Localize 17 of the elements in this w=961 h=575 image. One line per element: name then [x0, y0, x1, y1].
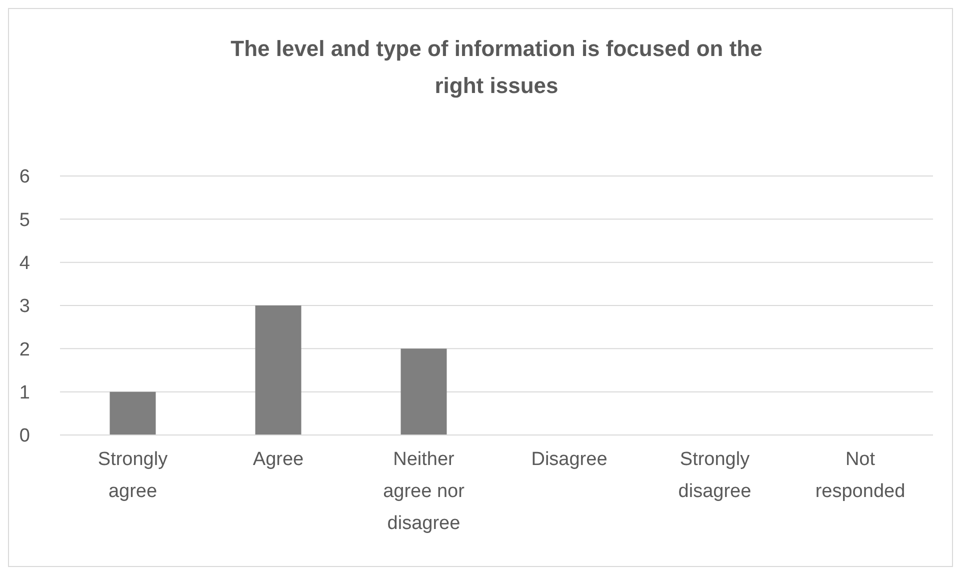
x-tick-label: Disagree [531, 449, 608, 470]
bar [255, 306, 302, 435]
bar [400, 348, 447, 435]
y-tick-label: 0 [19, 426, 30, 447]
x-tick-label: Strongly disagree [678, 449, 752, 502]
y-tick-label: 6 [19, 166, 30, 188]
x-tick-label: Neither agree nor disagree [383, 449, 466, 534]
y-tick-label: 3 [19, 296, 30, 318]
x-tick-label: Agree [252, 449, 304, 470]
chart-title: The level and type of information is focused on the right issues [230, 36, 762, 98]
y-tick-label: 2 [19, 339, 30, 360]
y-tick-label: 4 [19, 252, 30, 274]
x-tick-label: Strongly agree [98, 449, 168, 502]
bar [110, 392, 156, 435]
y-tick-label: 1 [19, 382, 30, 404]
x-tick-label: Not responded [815, 449, 906, 502]
y-tick-label: 5 [19, 210, 30, 231]
